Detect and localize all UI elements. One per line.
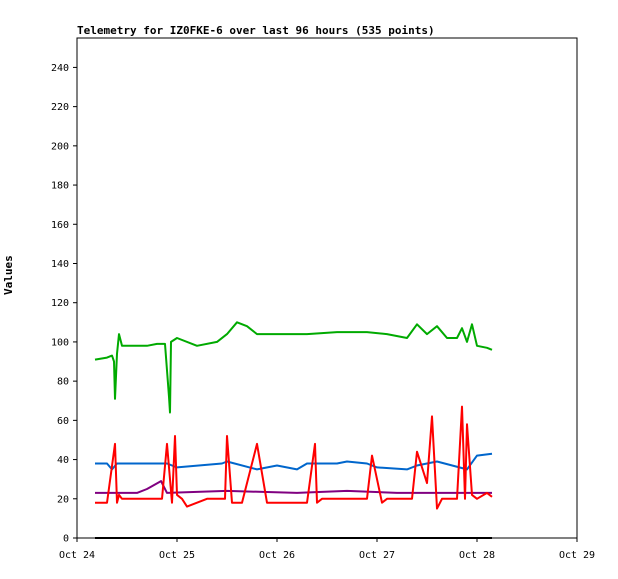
y-tick-label: 140 (51, 259, 69, 270)
y-tick-label: 120 (51, 298, 69, 309)
series-layer (94, 321, 493, 539)
y-tick-label: 100 (51, 337, 69, 348)
x-tick-label: Oct 25 (159, 550, 195, 561)
x-tick-label: Oct 27 (359, 550, 395, 561)
y-tick-label: 240 (51, 63, 69, 74)
x-tick-label: Oct 28 (459, 550, 495, 561)
x-tick-label: Oct 26 (259, 550, 295, 561)
x-tick-label: Oct 29 (559, 550, 595, 561)
y-tick-label: 220 (51, 102, 69, 113)
series-line-4 (95, 405, 493, 510)
chart-title: Telemetry for IZ0FKE-6 over last 96 hour… (77, 24, 435, 37)
y-tick-label: 40 (57, 455, 69, 466)
series-line-3 (95, 480, 492, 494)
y-tick-label: 160 (51, 220, 69, 231)
y-tick-label: 200 (51, 141, 69, 152)
y-tick-label: 0 (63, 534, 69, 545)
y-tick-label: 80 (57, 377, 69, 388)
series-line-1 (94, 321, 493, 414)
x-tick-label: Oct 24 (59, 550, 95, 561)
series-line-2 (95, 452, 493, 471)
axes: 0 20 40 60 80 100 120 140 160 180 200 220 240 Oct 24 O… (51, 37, 595, 561)
y-tick-label: 60 (57, 416, 69, 427)
y-tick-label: 20 (57, 494, 69, 505)
y-tick-label: 180 (51, 181, 69, 192)
